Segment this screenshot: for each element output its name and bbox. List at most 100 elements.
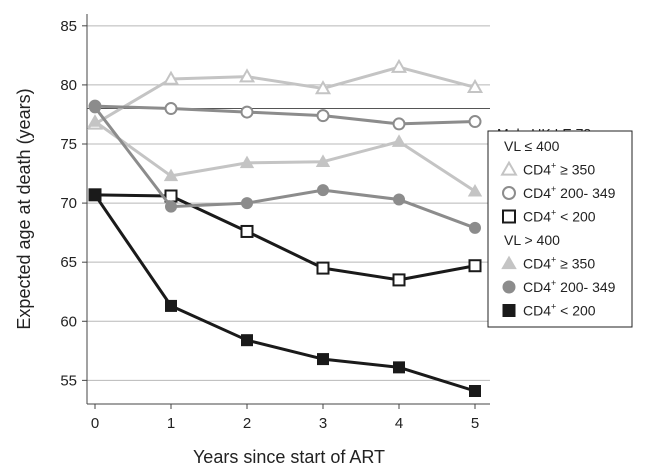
legend-marker	[502, 304, 516, 317]
y-tick-labels: 55 60 65 70 75 80 85	[60, 18, 87, 389]
data-point	[391, 134, 407, 147]
legend-label: CD4+ 200- 349	[523, 278, 616, 295]
data-point	[240, 224, 254, 238]
legend-label-rest: 200- 349	[556, 279, 615, 295]
y-tick-label: 80	[60, 77, 77, 94]
legend-item: CD4+ 200- 349	[502, 278, 616, 295]
legend-label-main: CD4	[523, 162, 551, 178]
series-line	[94, 65, 476, 126]
data-point	[392, 117, 406, 131]
legend-label-main: CD4	[523, 256, 551, 272]
data-point	[467, 183, 483, 197]
series-line	[94, 193, 476, 282]
legend-label: CD4+ < 200	[523, 302, 596, 319]
legend-label-rest: ≥ 350	[556, 162, 595, 178]
legend-label-sup: +	[551, 184, 556, 194]
series-4	[89, 101, 481, 234]
data-point	[162, 70, 180, 85]
y-tick-label: 85	[60, 18, 77, 35]
series-layer	[86, 58, 484, 397]
series-3	[87, 114, 483, 197]
legend-label-sup: +	[551, 278, 556, 288]
data-point	[393, 193, 405, 206]
legend-label-sup: +	[551, 255, 556, 265]
data-point	[468, 115, 482, 129]
x-axis-title: Years since start of ART	[193, 447, 385, 467]
series-0	[86, 58, 484, 130]
data-point	[316, 261, 330, 275]
y-axis-title: Expected age at death (years)	[14, 88, 34, 329]
legend-box	[487, 130, 633, 328]
legend-marker	[502, 209, 516, 224]
grid-layer	[87, 25, 490, 381]
legend-label-rest: 200- 349	[556, 185, 615, 201]
series-line	[93, 193, 476, 393]
x-tick-label: 0	[91, 415, 99, 432]
y-tick-label: 70	[60, 195, 77, 212]
data-point	[466, 78, 484, 94]
axes-layer	[86, 14, 490, 405]
series-line	[93, 106, 476, 230]
legend-marker	[500, 160, 518, 176]
series-line	[94, 104, 476, 126]
series-line	[94, 120, 476, 193]
legend-label-main: CD4	[523, 303, 551, 319]
y-tick-label: 60	[60, 313, 77, 330]
data-point	[89, 101, 101, 114]
legend-label: CD4+ < 200	[523, 208, 596, 225]
data-point	[240, 105, 254, 119]
legend-marker	[502, 186, 516, 200]
data-point	[239, 155, 255, 169]
data-point	[89, 188, 101, 201]
legend-item: CD4+ 200- 349	[502, 184, 616, 201]
x-tick-labels: 0 1 2 3 4 5	[91, 404, 479, 432]
legend-item: CD4+ < 200	[502, 208, 596, 225]
legend-label-main: CD4	[523, 185, 551, 201]
legend-label-rest: < 200	[556, 209, 596, 225]
legend-label-sup: +	[551, 161, 556, 171]
legend-item: CD4+ ≥ 350	[500, 160, 595, 178]
legend-label: CD4+ 200- 349	[523, 184, 616, 201]
legend-group-title: VL > 400	[504, 232, 560, 248]
data-point	[315, 154, 331, 167]
data-point	[241, 197, 253, 210]
data-point	[87, 114, 103, 127]
legend-marker	[502, 280, 516, 294]
x-tick-label: 1	[167, 415, 175, 432]
data-point	[392, 273, 406, 287]
data-point	[393, 361, 405, 374]
x-tick-label: 2	[243, 415, 251, 432]
data-point	[164, 102, 178, 116]
data-point	[468, 259, 482, 273]
legend-label-main: CD4	[523, 209, 551, 225]
data-point	[165, 200, 177, 213]
y-tick-label: 55	[60, 372, 77, 389]
data-point	[241, 334, 253, 347]
legend-item: CD4+ < 200	[502, 302, 596, 319]
legend-label-rest: ≥ 350	[556, 256, 595, 272]
data-point	[163, 168, 179, 182]
data-point	[469, 221, 481, 234]
y-tick-label: 75	[60, 136, 77, 153]
data-point	[316, 109, 330, 123]
data-point	[317, 353, 329, 366]
legend-label-rest: < 200	[556, 303, 596, 319]
legend-group-title: VL ≤ 400	[504, 138, 560, 154]
legend-label-sup: +	[551, 302, 556, 312]
x-tick-label: 5	[471, 415, 479, 432]
x-tick-label: 3	[319, 415, 327, 432]
legend-label: CD4+ ≥ 350	[523, 161, 595, 178]
data-point	[317, 184, 329, 197]
legend-marker	[501, 255, 517, 270]
data-point	[314, 80, 332, 95]
data-point	[469, 385, 481, 397]
y-tick-label: 65	[60, 254, 77, 271]
data-point	[165, 299, 177, 312]
legend-label: CD4+ ≥ 350	[523, 255, 595, 272]
series-5	[89, 188, 481, 397]
data-point	[390, 58, 408, 73]
x-tick-label: 4	[395, 415, 403, 432]
data-point	[238, 68, 256, 83]
